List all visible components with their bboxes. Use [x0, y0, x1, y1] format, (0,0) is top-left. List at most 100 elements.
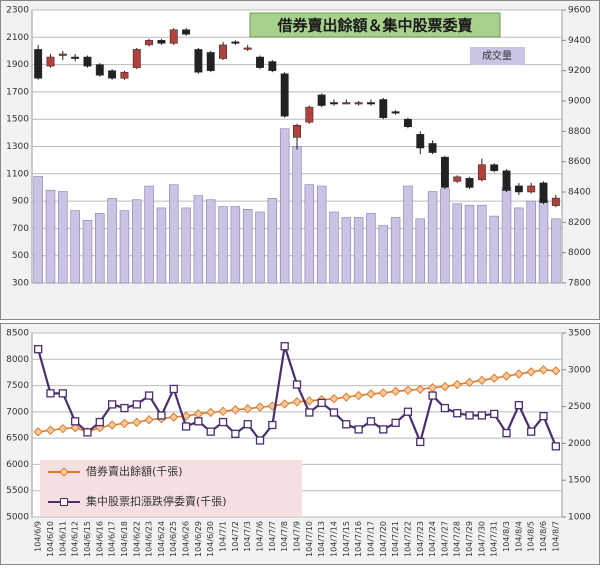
y-tick-label: 6000	[6, 460, 29, 470]
marker	[305, 408, 314, 417]
x-tick-label: 104/6/30	[206, 521, 215, 557]
marker	[353, 390, 364, 401]
candle-body	[268, 61, 277, 71]
y-tick-label: 1900	[6, 60, 29, 70]
y2-tick-label: 8800	[568, 127, 591, 137]
x-tick-label: 104/7/30	[477, 521, 486, 557]
marker	[390, 386, 401, 397]
marker	[70, 422, 80, 433]
volume-bar	[45, 189, 56, 284]
marker	[33, 427, 43, 437]
marker	[416, 437, 425, 447]
volume-bar	[427, 191, 438, 284]
candle-body	[182, 29, 191, 35]
marker	[218, 406, 228, 417]
volume-bar	[279, 128, 290, 284]
y-tick-label: 2300	[6, 6, 29, 16]
volume-bar	[378, 225, 389, 284]
marker	[107, 400, 117, 409]
candle-body	[391, 111, 400, 114]
y2-tick-label: 8400	[568, 188, 591, 198]
volume-bar	[255, 211, 265, 284]
marker	[218, 417, 228, 427]
marker	[292, 380, 302, 389]
y-tick-label: 8000	[6, 355, 29, 365]
marker	[169, 384, 178, 394]
candle-body	[440, 156, 449, 188]
volume-bar	[353, 217, 364, 284]
marker	[181, 422, 191, 431]
marker	[317, 398, 326, 408]
volume-bar	[58, 191, 68, 284]
legend	[40, 460, 302, 516]
y-tick-label: 7000	[6, 407, 29, 417]
legend-marker	[59, 467, 69, 477]
x-tick-label: 104/8/3	[502, 521, 511, 552]
marker	[255, 402, 265, 412]
marker	[292, 397, 302, 407]
x-tick-label: 104/7/15	[342, 521, 351, 557]
y-tick-label: 1100	[6, 169, 29, 179]
candle-body	[379, 99, 388, 118]
volume-bar	[132, 199, 142, 284]
candle-body	[293, 125, 301, 138]
volume-bar	[440, 188, 450, 284]
y2-tick-label: 8000	[568, 248, 591, 258]
marker	[279, 399, 290, 409]
candle-body	[428, 143, 437, 153]
x-tick-label: 104/6/10	[46, 521, 55, 557]
x-tick-label: 104/8/5	[527, 521, 536, 552]
marker	[551, 366, 561, 376]
volume-bar	[267, 198, 278, 284]
candle-body	[367, 102, 375, 105]
chart-title: 借券賣出餘額＆集中股票委賣	[276, 17, 473, 35]
x-tick-label: 104/7/10	[305, 521, 314, 557]
volume-bar	[169, 184, 179, 284]
x-tick-label: 104/7/23	[416, 521, 425, 557]
marker	[231, 429, 240, 438]
volume-bar	[341, 217, 352, 284]
candle-body	[243, 47, 252, 50]
y-tick-label: 1500	[6, 115, 29, 125]
x-tick-label: 104/7/8	[280, 521, 289, 552]
y-tick-label: 2100	[6, 33, 29, 43]
marker	[243, 420, 252, 429]
y2-tick-label: 7800	[568, 279, 591, 289]
candle-body	[502, 170, 511, 191]
x-tick-label: 104/7/21	[391, 521, 400, 557]
marker	[329, 394, 339, 404]
candle-body	[453, 176, 462, 182]
candle-body	[539, 182, 548, 203]
x-tick-label: 104/7/7	[268, 521, 277, 552]
bottom-layer: 5000 5500 6000 6500 7000 7500 8000 8500 1000 1500…	[6, 329, 591, 557]
marker	[342, 420, 351, 429]
marker	[341, 392, 352, 402]
marker	[378, 388, 388, 398]
marker	[551, 442, 560, 451]
marker	[304, 396, 315, 406]
marker	[70, 417, 80, 426]
x-tick-label: 104/6/18	[120, 521, 129, 557]
marker	[206, 407, 216, 418]
marker	[144, 415, 154, 425]
candle-body	[416, 134, 425, 149]
volume-bar	[452, 203, 462, 284]
x-tick-label: 104/7/27	[440, 521, 449, 557]
candle-body	[34, 49, 43, 79]
volume-bar	[70, 210, 80, 284]
marker	[268, 420, 277, 430]
marker	[489, 373, 499, 383]
x-tick-label: 104/7/29	[465, 521, 474, 557]
y2-tick-label: 8200	[568, 218, 591, 228]
marker	[46, 389, 55, 398]
legend-marker	[60, 498, 68, 506]
candle-body	[206, 52, 215, 71]
volume-bar	[304, 184, 315, 284]
marker	[539, 412, 548, 421]
marker	[465, 411, 474, 420]
x-tick-label: 104/8/4	[514, 521, 523, 552]
x-tick-label: 104/7/14	[329, 521, 338, 557]
marker	[440, 381, 450, 392]
y2-tick-label: 1500	[568, 476, 591, 486]
candle-body	[527, 185, 536, 193]
